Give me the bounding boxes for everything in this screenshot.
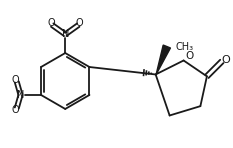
Text: O: O xyxy=(221,55,230,65)
Text: O: O xyxy=(185,51,193,61)
Text: O: O xyxy=(11,105,19,115)
Text: N: N xyxy=(17,90,24,100)
Text: O: O xyxy=(11,75,19,85)
Polygon shape xyxy=(156,45,171,75)
Text: O: O xyxy=(75,18,83,28)
Text: N: N xyxy=(62,29,69,39)
Text: O: O xyxy=(48,18,55,28)
Text: CH₃: CH₃ xyxy=(175,41,193,52)
